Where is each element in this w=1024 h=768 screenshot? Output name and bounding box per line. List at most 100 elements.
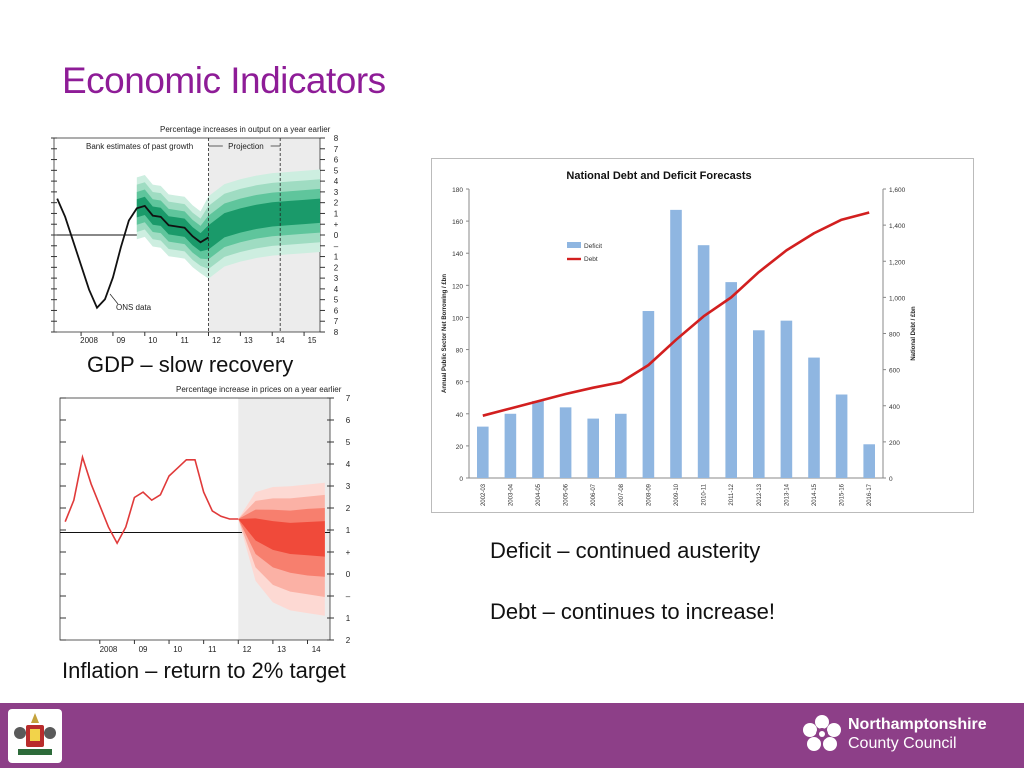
deficit-bar (863, 444, 875, 478)
x-tick-label: 09 (116, 336, 125, 345)
y-tick-label: 2 (346, 636, 351, 645)
ons-data-line (56, 198, 209, 310)
org-name-line1: Northamptonshire (848, 716, 987, 733)
y-tick-label: + (334, 220, 339, 229)
gdp-chart-title: Percentage increases in output on a year… (160, 125, 331, 134)
x-tick-label: 2015-16 (840, 483, 846, 506)
x-tick-label: 12 (212, 336, 221, 345)
y-tick-label: 3 (346, 482, 351, 491)
y-tick-label: 5 (334, 166, 339, 175)
x-tick-label: 2004-05 (536, 483, 542, 506)
y-tick-label: 60 (456, 380, 464, 387)
y-tick-label: 120 (452, 283, 463, 290)
deficit-bar (835, 394, 848, 478)
x-tick-label: 2009-10 (674, 483, 680, 506)
x-tick-label: 10 (148, 336, 157, 345)
debt-deficit-chart: National Debt and Deficit Forecasts 0 20 40… (431, 158, 974, 513)
x-tick-label: 2008 (80, 336, 98, 345)
x-tick-label: 14 (312, 645, 321, 654)
annotation-projection: Projection (228, 142, 264, 151)
inflation-fan-band (238, 518, 325, 557)
plot-frame (59, 397, 331, 641)
county-crest-logo (8, 709, 62, 763)
y-tick-label: 0 (346, 570, 351, 579)
x-tick-label: 09 (139, 645, 148, 654)
annotation-ons-data: ONS data (116, 303, 152, 312)
deficit-bar (642, 311, 655, 478)
x-tick-label: 2005-06 (564, 483, 570, 506)
legend-deficit-swatch (567, 242, 581, 248)
y-tick-label: 100 (452, 315, 463, 322)
y-tick-label: 8 (334, 328, 339, 337)
org-logo: Northamptonshire County Council (803, 715, 987, 753)
y-tick-label: 4 (334, 177, 339, 186)
cpi-history-line (64, 453, 239, 545)
x-tick-label: 2016-17 (867, 483, 873, 506)
x-tick-label: 2011-12 (729, 483, 735, 505)
slide-title: Economic Indicators (62, 60, 386, 101)
y-tick-label: 40 (456, 412, 464, 419)
y-tick-label: 0 (334, 231, 339, 240)
y2-tick-label: 0 (889, 476, 893, 483)
y2-tick-label: 1,000 (889, 295, 906, 302)
deficit-bar (559, 407, 572, 478)
x-tick-label: 10 (173, 645, 182, 654)
x-tick-label: 2003-04 (508, 483, 514, 506)
x-tick-label: 2006-07 (591, 483, 597, 506)
y-tick-label: 0 (459, 476, 463, 483)
y-tick-label: 6 (334, 306, 339, 315)
y-axis-label: Annual Public Sector Net Borrowing / £bn (442, 274, 448, 393)
y-tick-label: 5 (334, 296, 339, 305)
x-tick-label: 13 (244, 336, 253, 345)
gdp-fan-band (136, 196, 320, 252)
legend-deficit-label: Deficit (584, 243, 602, 250)
x-tick-label: 2013-14 (784, 483, 790, 506)
y-tick-label: – (334, 242, 339, 251)
deficit-caption: Deficit – continued austerity (490, 538, 761, 563)
y2-tick-label: 1,400 (889, 223, 906, 230)
deficit-bar (725, 282, 737, 478)
y-tick-label: 80 (456, 348, 464, 355)
inflation-caption: Inflation – return to 2% target (62, 658, 346, 683)
rose-icon (803, 715, 841, 751)
y-tick-label: 7 (334, 317, 339, 326)
projection-label-bg (224, 141, 265, 151)
deficit-bar (477, 426, 489, 478)
inflation-chart-title: Percentage increase in prices on a year … (176, 385, 342, 394)
y2-tick-label: 800 (889, 332, 900, 339)
y-tick-label: 140 (452, 251, 463, 258)
y2-tick-label: 1,600 (889, 187, 906, 194)
debt-line (482, 211, 870, 417)
y-tick-label: 160 (452, 219, 463, 226)
y-tick-label: 1 (346, 614, 351, 623)
y-tick-label: 7 (346, 394, 351, 403)
x-tick-label: 13 (277, 645, 286, 654)
debt-chart-title: National Debt and Deficit Forecasts (566, 170, 751, 182)
y-tick-label: 7 (334, 145, 339, 154)
deficit-bar (808, 357, 820, 478)
x-tick-label: 11 (208, 645, 217, 654)
x-tick-label: 11 (180, 336, 189, 345)
y2-tick-label: 200 (889, 440, 900, 447)
y-tick-label: + (346, 548, 351, 557)
y-tick-label: 20 (456, 444, 464, 451)
x-tick-label: 2012-13 (757, 483, 763, 506)
x-tick-label: 2002-03 (481, 483, 487, 506)
gdp-chart: Percentage increases in output on a year… (51, 125, 339, 345)
ons-annotation-leader (109, 293, 119, 305)
y-tick-label: 5 (346, 438, 351, 447)
x-tick-label: 2014-15 (812, 483, 818, 506)
y-tick-label: 2 (346, 504, 351, 513)
y-tick-label: 3 (334, 274, 339, 283)
deficit-bar (532, 400, 544, 478)
y-tick-label: 180 (452, 187, 463, 194)
x-tick-label: 15 (308, 336, 317, 345)
x-tick-label: 2008-09 (646, 483, 652, 506)
x-tick-label: 2007-08 (619, 483, 625, 506)
y2-axis-label: National Debt / £bn (911, 306, 917, 361)
y-tick-label: 1 (334, 209, 339, 218)
y-tick-label: 1 (346, 526, 351, 535)
y-tick-label: – (346, 592, 351, 601)
deficit-bar (615, 413, 627, 478)
y2-tick-label: 400 (889, 404, 900, 411)
